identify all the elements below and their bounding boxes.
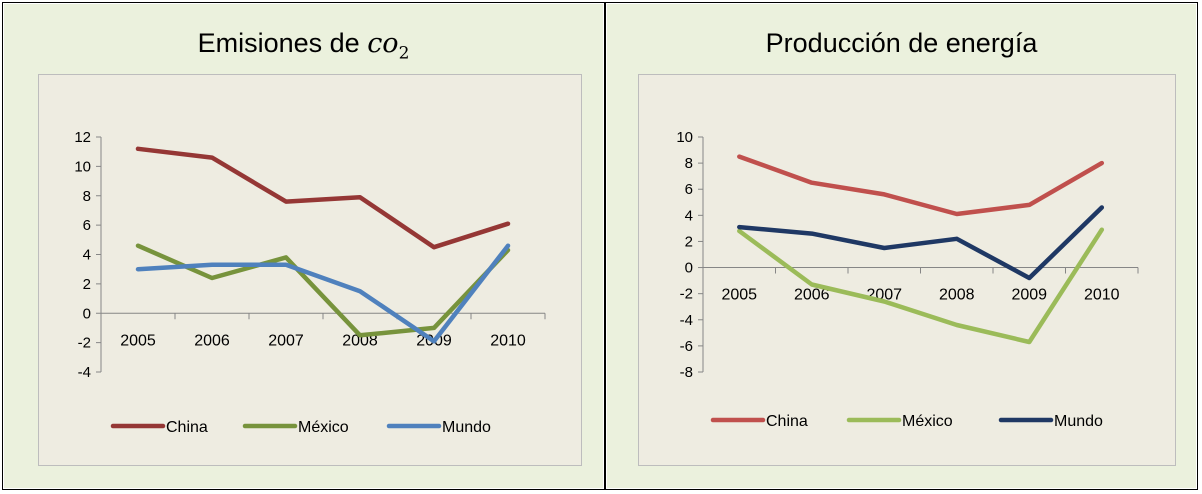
y-tick-label: -6 bbox=[680, 338, 693, 355]
series-line-mundo bbox=[135, 243, 511, 344]
chart-area: -4 -2 0 2 4 6 8 10 12 2005 2006 2007 2008 2009 2010 Chi… bbox=[38, 74, 582, 466]
legend-label: Mundo bbox=[1054, 413, 1103, 430]
y-tick-label: -2 bbox=[78, 335, 91, 352]
series-line-china bbox=[737, 154, 1105, 217]
title-math: co bbox=[367, 28, 399, 59]
y-tick-label: 4 bbox=[685, 207, 693, 224]
x-tick-label: 2008 bbox=[939, 287, 975, 304]
legend-label: Mundo bbox=[442, 419, 491, 436]
series-line-china bbox=[135, 146, 511, 250]
energy-production-panel: Producción de energía -8 -6 -4 -2 0 2 4 6 8 10 200… bbox=[607, 4, 1196, 488]
y-tick-label: 6 bbox=[685, 181, 693, 198]
y-tick-label: 10 bbox=[676, 129, 693, 146]
x-tick-label: 2010 bbox=[1084, 287, 1120, 304]
y-tick-label: -4 bbox=[680, 312, 693, 329]
x-tick-label: 2006 bbox=[194, 332, 230, 349]
x-tick-label: 2007 bbox=[268, 332, 304, 349]
legend-label: China bbox=[766, 413, 808, 430]
legend-label: México bbox=[298, 419, 349, 436]
x-tick-label: 2009 bbox=[1011, 287, 1047, 304]
y-tick-label: 8 bbox=[83, 188, 91, 205]
panel-divider bbox=[604, 2, 606, 490]
x-tick-label: 2006 bbox=[794, 287, 830, 304]
chart-title: Emisiones de co2 bbox=[197, 28, 410, 64]
y-tick-label: -2 bbox=[680, 286, 693, 303]
x-tick-label: 2005 bbox=[721, 287, 757, 304]
y-tick-label: -8 bbox=[680, 364, 693, 381]
title-subscript: 2 bbox=[398, 43, 410, 64]
legend-label: China bbox=[166, 419, 208, 436]
y-tick-label: 12 bbox=[74, 129, 91, 146]
series-line-méxico bbox=[737, 227, 1105, 345]
y-tick-label: -4 bbox=[78, 364, 91, 381]
co2-emissions-panel: Emisiones de co2 -4 -2 0 2 4 6 8 10 12 2005 2006 20… bbox=[4, 4, 603, 488]
chart-title: Producción de energía bbox=[765, 28, 1038, 58]
y-tick-label: 0 bbox=[685, 260, 693, 277]
y-tick-label: 6 bbox=[83, 217, 91, 234]
y-tick-label: 8 bbox=[685, 155, 693, 172]
y-tick-label: 2 bbox=[83, 276, 91, 293]
x-tick-label: 2005 bbox=[120, 332, 156, 349]
y-tick-label: 10 bbox=[74, 158, 91, 175]
y-tick-label: 0 bbox=[83, 305, 91, 322]
x-tick-label: 2010 bbox=[490, 332, 526, 349]
chart-area: -8 -6 -4 -2 0 2 4 6 8 10 2005 2006 2007 2008 2009 2010 C… bbox=[638, 74, 1176, 466]
series-line-mundo bbox=[737, 205, 1105, 281]
series-line-méxico bbox=[135, 243, 511, 338]
y-tick-label: 4 bbox=[83, 247, 91, 264]
legend-label: México bbox=[902, 413, 953, 430]
y-tick-label: 2 bbox=[685, 233, 693, 250]
